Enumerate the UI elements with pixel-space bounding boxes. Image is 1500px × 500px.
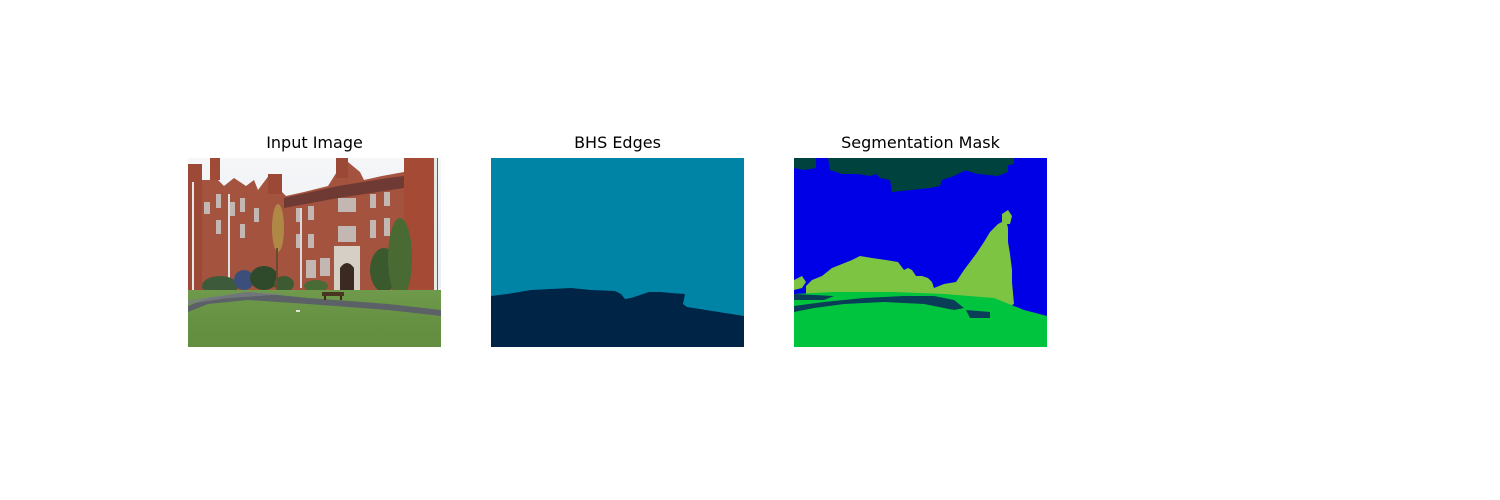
edges-foreground-region (491, 288, 744, 347)
input-image-picture (188, 158, 441, 347)
bhs-edges-image (491, 158, 744, 347)
mask-building-top-region-3 (954, 158, 1008, 176)
segmentation-mask-title: Segmentation Mask (841, 133, 1000, 152)
mask-building-top-region (794, 158, 816, 170)
mask-path-region-3 (794, 294, 834, 300)
mask-ground-region (794, 292, 1047, 347)
mask-vegetation-region-2 (1002, 210, 1012, 224)
mask-vegetation-region (806, 220, 1014, 310)
input-image (188, 158, 441, 347)
mask-path-region (794, 296, 964, 312)
segmentation-mask-picture (794, 158, 1047, 347)
mask-vegetation-region-3 (794, 276, 806, 290)
mask-path-region-2 (966, 310, 990, 318)
input-image-title: Input Image (266, 133, 363, 152)
bhs-edges-title: BHS Edges (574, 133, 661, 152)
segmentation-mask-image (794, 158, 1047, 347)
bhs-edges-picture (491, 158, 744, 347)
